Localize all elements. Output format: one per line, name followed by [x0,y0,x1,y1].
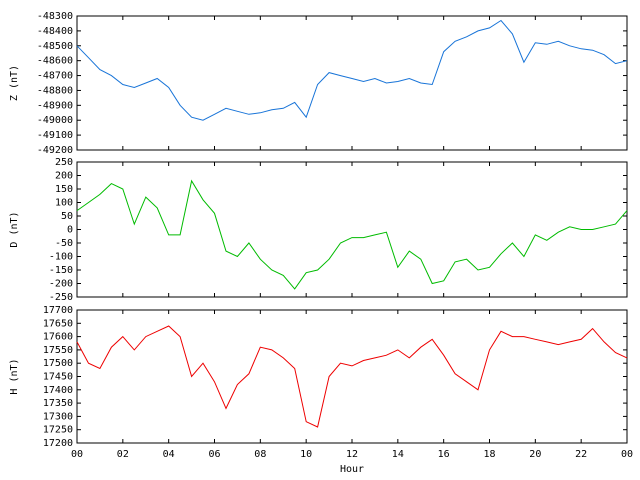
y-axis-label: H (nT) [9,358,20,394]
y-tick-label: 17350 [43,398,73,409]
y-tick-label: -49200 [37,145,73,156]
y-tick-label: 250 [55,157,73,168]
y-tick-label: -48900 [37,100,73,111]
y-tick-label: -200 [49,279,73,290]
y-tick-label: -100 [49,252,73,263]
y-tick-label: -48400 [37,26,73,37]
y-tick-label: 17300 [43,411,73,422]
x-tick-label: 12 [346,449,358,460]
y-tick-label: -48700 [37,71,73,82]
y-tick-label: -49000 [37,115,73,126]
y-tick-label: 100 [55,198,73,209]
y-tick-label: 17200 [43,438,73,449]
y-tick-label: -48500 [37,41,73,52]
data-line [76,179,628,290]
x-tick-label: 02 [117,449,129,460]
x-tick-label: 08 [254,449,266,460]
y-tick-label: 17700 [43,305,73,316]
y-tick-label: -48600 [37,56,73,67]
x-tick-label: 00 [71,449,83,460]
y-tick-label: -250 [49,292,73,303]
x-tick-label: 18 [483,449,495,460]
x-tick-label: 14 [392,449,404,460]
y-tick-label: -150 [49,265,73,276]
y-tick-label: 17600 [43,332,73,343]
x-tick-label: 00 [621,449,633,460]
x-tick-label: 16 [438,449,450,460]
y-tick-label: 17550 [43,345,73,356]
y-tick-label: -48800 [37,85,73,96]
y-tick-label: 17450 [43,372,73,383]
plot-frame [76,15,628,151]
x-tick-label: 04 [163,449,175,460]
y-axis-label: Z (nT) [9,65,20,101]
plot-frame [76,161,628,298]
x-axis-label: Hour [340,464,364,475]
y-tick-label: -50 [55,238,73,249]
x-tick-label: 10 [300,449,312,460]
y-tick-label: 17650 [43,318,73,329]
y-tick-label: 0 [67,225,73,236]
y-tick-label: 150 [55,184,73,195]
y-tick-label: 17250 [43,425,73,436]
y-tick-label: 200 [55,171,73,182]
y-tick-label: 17400 [43,385,73,396]
y-tick-label: 50 [61,211,73,222]
x-tick-label: 20 [529,449,541,460]
data-line [76,325,628,428]
x-tick-label: 06 [208,449,220,460]
y-tick-label: -48300 [37,11,73,22]
y-tick-label: -49100 [37,130,73,141]
y-axis-label: D (nT) [9,211,20,247]
data-line [76,19,628,121]
x-tick-label: 22 [575,449,587,460]
y-tick-label: 17500 [43,358,73,369]
